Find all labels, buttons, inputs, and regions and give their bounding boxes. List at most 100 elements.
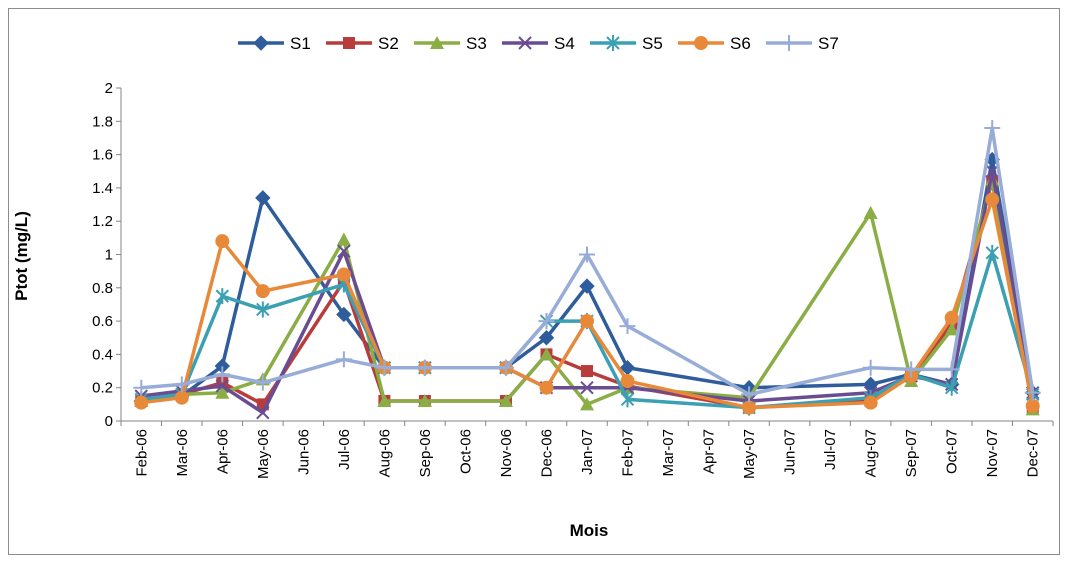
y-tick-label: 1	[105, 247, 113, 264]
data-point-S7	[376, 359, 393, 376]
x-tick-label: Dec-06	[538, 429, 555, 477]
data-point-S5	[985, 244, 999, 261]
y-tick-label: 0.2	[92, 380, 113, 397]
x-tick-label: Jul-06	[336, 429, 353, 470]
data-point-S4	[580, 380, 594, 395]
data-point-S6	[742, 400, 757, 415]
data-point-S3	[336, 232, 351, 246]
x-tick-label: Mar-06	[174, 429, 191, 477]
data-point-S7	[984, 119, 1001, 136]
data-point-S7	[619, 318, 636, 335]
y-tick-label: 0.8	[92, 280, 113, 297]
legend-label: S1	[290, 34, 311, 53]
data-point-S3	[863, 205, 878, 219]
legend-item-S2: S2	[326, 34, 399, 53]
x-tick-label: Feb-06	[133, 429, 150, 477]
data-point-S1	[538, 330, 555, 346]
data-point-S1	[255, 190, 271, 206]
legend-label: S6	[730, 34, 751, 53]
data-point-S7	[579, 246, 595, 263]
legend-item-S6: S6	[678, 34, 751, 53]
x-tick-label: May-06	[255, 429, 272, 479]
y-axis-title: Ptot (mg/L)	[12, 211, 31, 301]
data-point-S6	[174, 390, 189, 405]
x-tick-label: Jun-07	[782, 429, 799, 475]
x-tick-label: Jun-06	[295, 429, 312, 475]
legend-marker	[253, 35, 269, 51]
y-tick-label: 1.2	[92, 213, 113, 230]
data-point-S7	[538, 313, 555, 330]
data-point-S6	[944, 310, 959, 325]
data-point-S6	[620, 374, 635, 389]
x-tick-label: Aug-06	[376, 429, 393, 477]
y-tick-label: 0	[105, 413, 113, 430]
x-tick-label: Nov-06	[498, 429, 515, 477]
legend-label: S2	[378, 34, 399, 53]
x-tick-label: Dec-07	[1025, 429, 1042, 477]
x-tick-label: Aug-07	[863, 429, 880, 477]
data-point-S3	[580, 397, 594, 411]
y-tick-label: 1.6	[92, 147, 113, 164]
legend-marker	[694, 36, 708, 50]
x-tick-label: Sep-06	[417, 429, 434, 477]
data-point-S1	[336, 306, 352, 323]
x-tick-label: Feb-07	[620, 429, 637, 477]
x-tick-label: Apr-06	[214, 429, 231, 474]
legend-marker	[518, 36, 532, 50]
legend-marker	[781, 35, 797, 51]
x-tick-label: Oct-06	[457, 429, 474, 474]
y-tick-label: 1.8	[92, 113, 113, 130]
legend: S1 S2 S3 S4 S5 S6 S7	[238, 34, 839, 53]
data-point-S6	[336, 267, 351, 282]
legend-item-S1: S1	[238, 34, 311, 53]
legend-label: S5	[642, 34, 663, 53]
data-point-S7	[943, 361, 960, 378]
data-point-S3	[215, 385, 230, 399]
legend-marker	[430, 36, 444, 49]
data-point-S4	[337, 244, 351, 258]
data-point-S5	[256, 301, 270, 318]
chart-frame	[8, 8, 1060, 555]
data-point-S4	[215, 379, 230, 393]
data-point-S7	[497, 359, 514, 376]
data-point-S3	[377, 394, 392, 408]
data-point-S3	[539, 347, 554, 361]
data-point-S6	[215, 234, 230, 249]
x-tick-label: Oct-07	[944, 429, 961, 474]
plot-area	[133, 119, 1041, 420]
data-point-S3	[417, 394, 432, 408]
data-point-S7	[741, 386, 758, 403]
data-point-S2	[581, 365, 593, 378]
data-point-S5	[944, 379, 959, 396]
data-point-S7	[903, 361, 920, 378]
legend-item-S3: S3	[414, 34, 487, 53]
data-point-S6	[134, 395, 149, 410]
x-tick-label: Nov-07	[984, 429, 1001, 477]
x-tick-label: Apr-07	[701, 429, 718, 474]
x-tick-label: Jul-07	[822, 429, 839, 470]
data-point-S6	[255, 284, 270, 299]
x-tick-label: May-07	[741, 429, 758, 479]
legend-label: S4	[554, 34, 575, 53]
data-point-S6	[539, 380, 554, 395]
x-tick-label: Sep-07	[903, 429, 920, 477]
x-axis-title: Mois	[570, 521, 609, 540]
legend-item-S5: S5	[590, 34, 663, 53]
y-tick-label: 0.6	[92, 313, 113, 330]
data-point-S7	[133, 379, 150, 396]
legend-marker	[343, 37, 355, 49]
y-tick-label: 0.4	[92, 346, 113, 363]
data-point-S3	[944, 322, 959, 336]
data-point-S7	[254, 374, 271, 391]
data-point-S4	[256, 405, 270, 420]
data-point-S7	[214, 366, 231, 383]
data-point-S6	[1025, 399, 1040, 414]
data-point-S5	[215, 288, 230, 305]
y-axis: 0 0.2 0.4 0.6 0.8 1 1.2 1.4 1.6 1.8 2	[92, 80, 122, 430]
series-S7	[133, 119, 1041, 403]
y-tick-label: 1.4	[92, 180, 113, 197]
legend-item-S4: S4	[502, 34, 575, 53]
x-tick-label: Jan-07	[579, 429, 596, 475]
data-point-S7	[862, 359, 879, 376]
